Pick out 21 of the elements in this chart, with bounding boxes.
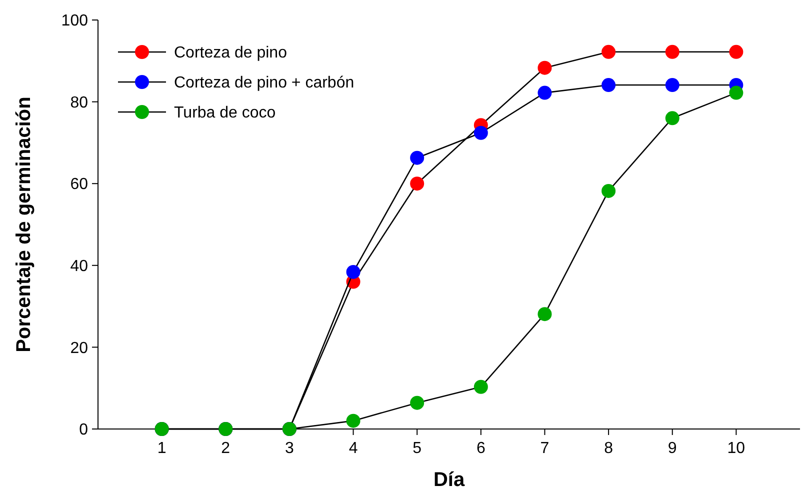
x-tick-label: 2: [221, 440, 230, 457]
x-tick-label: 3: [285, 440, 294, 457]
x-tick-label: 1: [157, 440, 166, 457]
y-tick-label: 100: [61, 12, 88, 30]
x-tick-label: 5: [412, 440, 422, 457]
y-tick-label: 60: [70, 176, 88, 194]
y-tick-label: 80: [70, 94, 88, 112]
y-axis-title: Porcentaje de germinación: [13, 96, 35, 352]
x-axis-title: Día: [433, 469, 466, 491]
legend-label: Corteza de pino + carbón: [174, 74, 354, 92]
legend-label: Corteza de pino: [174, 44, 288, 62]
y-tick-label: 40: [70, 258, 88, 275]
x-tick-label: 4: [348, 440, 358, 457]
x-tick-label: 8: [604, 440, 614, 457]
x-tick-label: 7: [540, 440, 550, 457]
x-tick-label: 9: [668, 440, 677, 457]
y-tick-label: 0: [79, 422, 88, 439]
x-tick-label: 10: [727, 440, 746, 457]
y-tick-label: 20: [70, 340, 88, 357]
legend-label: Turba de coco: [174, 104, 276, 122]
x-tick-label: 6: [476, 440, 486, 457]
